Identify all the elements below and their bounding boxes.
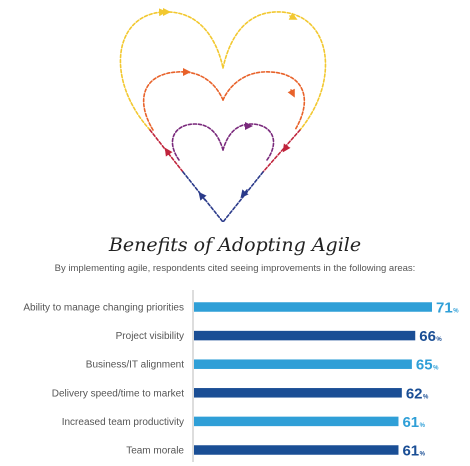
bar — [194, 416, 399, 427]
percent-sign: % — [420, 423, 426, 429]
category-label: Business/IT alignment — [86, 360, 184, 371]
bar — [194, 302, 432, 312]
category-label: Team morale — [126, 446, 184, 457]
heart-inner-right-lobe — [222, 123, 275, 161]
category-label: Delivery speed/time to market — [52, 388, 184, 399]
percent-sign: % — [433, 366, 439, 372]
bar — [194, 388, 402, 398]
category-label: Project visibility — [116, 331, 184, 342]
value-label: 65 — [416, 357, 433, 374]
heart-outer-right-lobe — [222, 11, 327, 131]
value-label: 66 — [419, 328, 436, 345]
heart-outer-left-lobe — [119, 8, 224, 131]
percent-sign: % — [436, 337, 442, 343]
percent-sign: % — [423, 394, 429, 400]
value-label: 62 — [406, 385, 423, 402]
category-label: Increased team productivity — [62, 417, 184, 428]
chart-subtitle: By implementing agile, respondents cited… — [54, 263, 416, 274]
heart-middle-left-lobe — [143, 71, 224, 131]
heart-right-side — [262, 129, 301, 173]
percent-sign: % — [453, 309, 459, 315]
category-label: Ability to manage changing priorities — [23, 303, 184, 314]
heart-illustration — [119, 8, 327, 223]
bar — [194, 359, 412, 369]
value-label: 61 — [402, 443, 419, 460]
chart-title: Benefits of Adopting Agile — [108, 234, 362, 256]
value-label: 61 — [402, 414, 419, 431]
heart-middle-right-lobe — [222, 71, 305, 131]
bar-chart: Ability to manage changing priorities 71%… — [23, 290, 459, 462]
value-label: 71 — [436, 300, 453, 317]
percent-sign: % — [420, 452, 426, 458]
heart-inner-left-lobe — [171, 123, 224, 161]
heart-left-side — [149, 129, 184, 173]
bar — [194, 330, 416, 341]
bar — [194, 445, 399, 455]
